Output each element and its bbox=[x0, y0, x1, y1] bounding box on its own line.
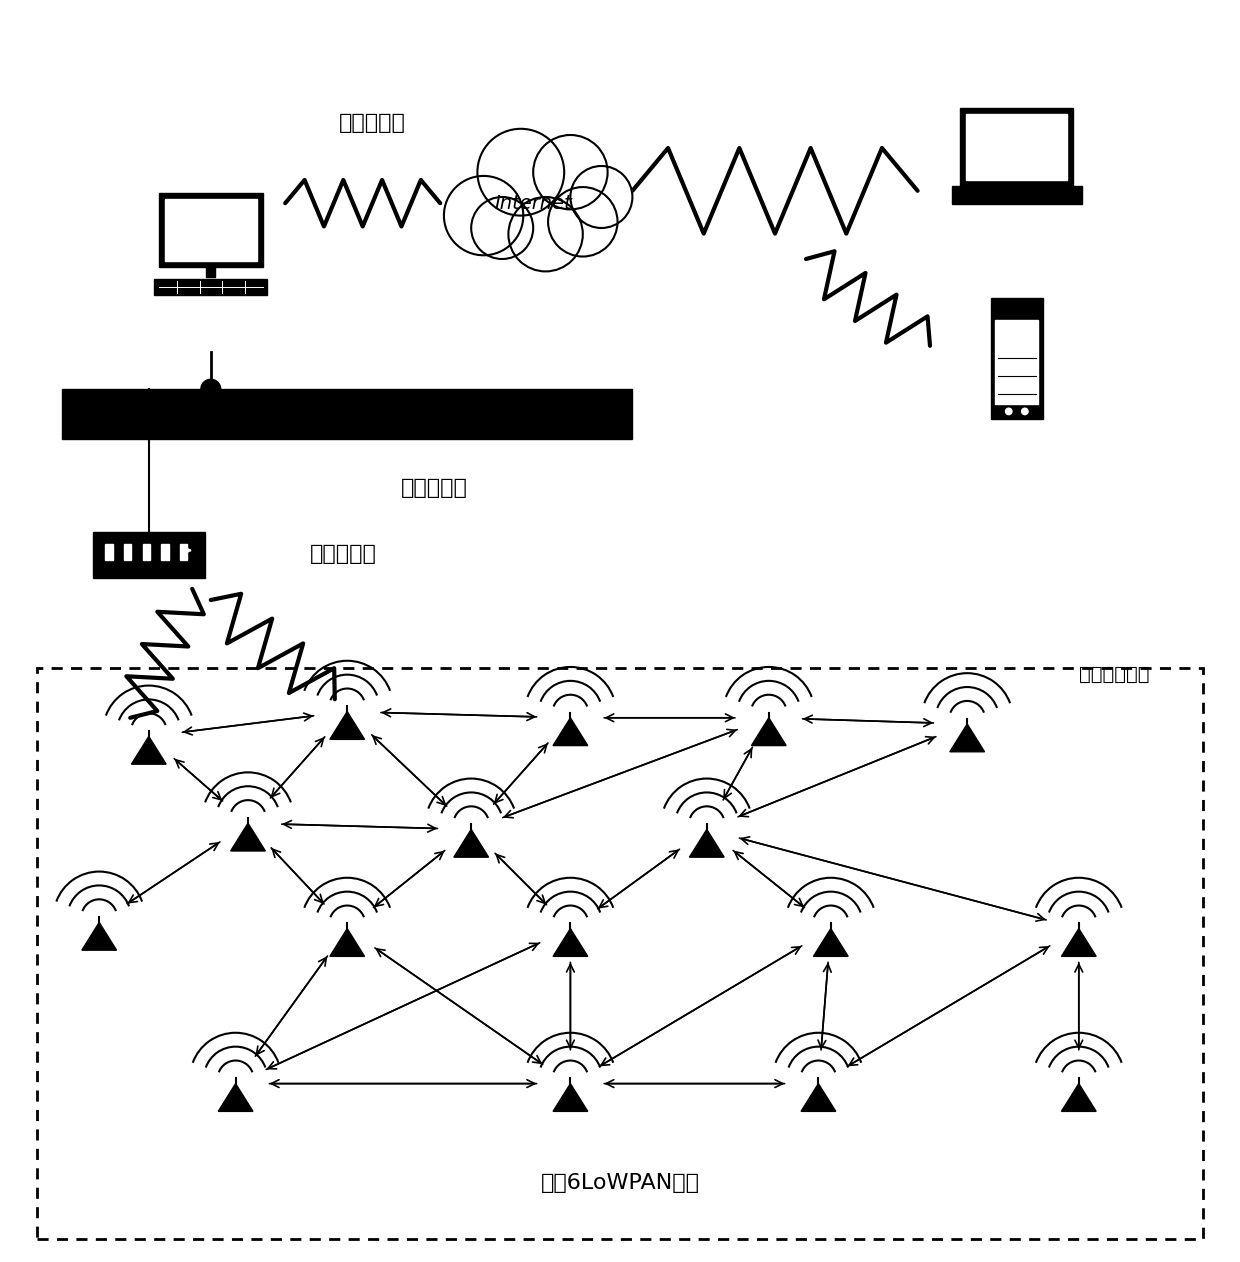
Text: 井下6LoWPAN网络: 井下6LoWPAN网络 bbox=[541, 1172, 699, 1193]
Text: 压力监测节点: 压力监测节点 bbox=[1079, 665, 1149, 684]
Bar bbox=[165, 199, 257, 261]
Bar bbox=[154, 279, 268, 295]
Polygon shape bbox=[553, 1084, 588, 1112]
Bar bbox=[159, 193, 263, 268]
Circle shape bbox=[444, 175, 523, 255]
Bar bbox=[966, 115, 1068, 180]
Bar bbox=[62, 389, 632, 439]
Bar bbox=[143, 544, 150, 560]
Bar bbox=[206, 268, 216, 278]
Polygon shape bbox=[751, 718, 786, 746]
Text: Internet: Internet bbox=[495, 193, 572, 213]
Polygon shape bbox=[231, 823, 265, 851]
FancyBboxPatch shape bbox=[37, 668, 1203, 1238]
Circle shape bbox=[471, 197, 533, 259]
Polygon shape bbox=[131, 737, 166, 765]
Polygon shape bbox=[330, 712, 365, 740]
Bar bbox=[93, 531, 205, 569]
Bar bbox=[960, 109, 1074, 187]
Text: 工业以太网: 工业以太网 bbox=[401, 478, 467, 498]
Polygon shape bbox=[454, 829, 489, 857]
Circle shape bbox=[508, 197, 583, 271]
Bar bbox=[952, 187, 1081, 204]
Bar bbox=[93, 569, 205, 578]
Bar bbox=[124, 544, 131, 560]
Polygon shape bbox=[801, 1084, 836, 1112]
Polygon shape bbox=[553, 718, 588, 746]
Circle shape bbox=[570, 167, 632, 228]
Circle shape bbox=[1022, 408, 1028, 415]
Polygon shape bbox=[82, 923, 117, 950]
Circle shape bbox=[533, 135, 608, 209]
Circle shape bbox=[1006, 408, 1012, 415]
Bar bbox=[996, 319, 1038, 404]
Text: 边界路由器: 边界路由器 bbox=[310, 544, 377, 564]
Text: 井上服务器: 井上服务器 bbox=[339, 112, 405, 133]
Polygon shape bbox=[1061, 1084, 1096, 1112]
Circle shape bbox=[548, 187, 618, 256]
Polygon shape bbox=[330, 929, 365, 957]
Polygon shape bbox=[950, 724, 985, 752]
Circle shape bbox=[201, 380, 221, 399]
Bar bbox=[161, 544, 169, 560]
Bar bbox=[991, 298, 1043, 419]
Circle shape bbox=[477, 129, 564, 216]
Polygon shape bbox=[689, 829, 724, 857]
Polygon shape bbox=[553, 929, 588, 957]
Polygon shape bbox=[1061, 929, 1096, 957]
Polygon shape bbox=[813, 929, 848, 957]
Polygon shape bbox=[218, 1084, 253, 1112]
Bar bbox=[105, 544, 113, 560]
Bar bbox=[180, 544, 187, 560]
